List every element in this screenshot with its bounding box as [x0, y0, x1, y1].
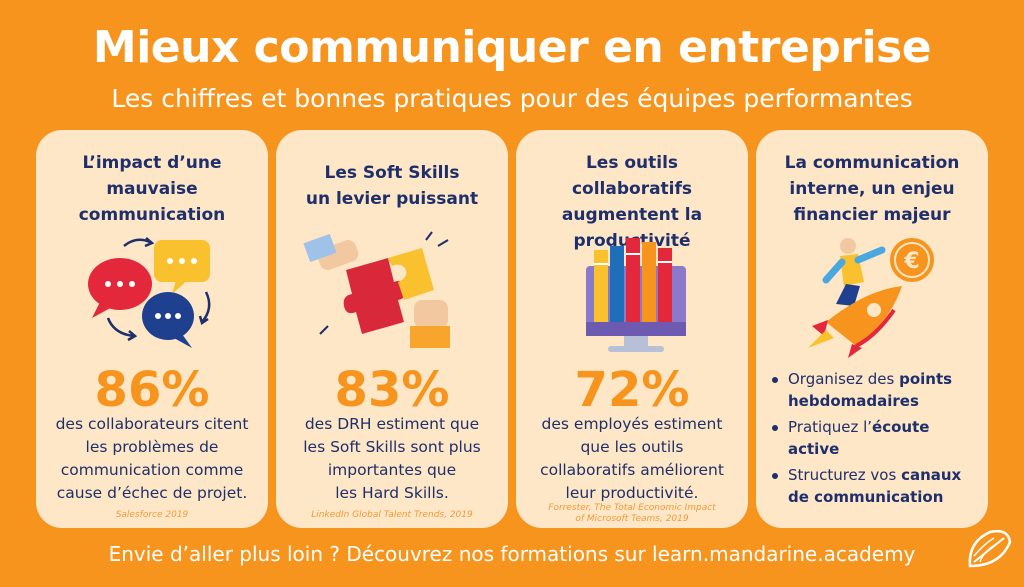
card-internal-communication: La communication interne, un enjeu finan… [756, 130, 988, 528]
mandarine-logo-icon [968, 529, 1012, 568]
puzzle-hands-icon [303, 231, 450, 348]
stat-description: des DRH estiment que les Soft Skills son… [303, 415, 481, 502]
list-item: Organisez des points hebdomadaires [770, 368, 980, 412]
list-item: Pratiquez l’écoute active [770, 416, 980, 460]
rocket-euro-icon: € [808, 238, 934, 358]
page-subtitle: Les chiffres et bonnes pratiques pour de… [111, 84, 913, 113]
source-text: Salesforce 2019 [115, 510, 189, 520]
card-title: La communication interne, un enjeu finan… [784, 153, 960, 225]
footer-cta-link[interactable]: Envie d’aller plus loin ? Découvrez nos … [108, 542, 916, 566]
stat-description: des collaborateurs citent les problèmes … [55, 415, 249, 502]
stat-value: 83% [334, 362, 450, 418]
card-collaborative-tools: Les outils collaboratifs augmentent la p… [516, 130, 748, 528]
source-text: Forrester, The Total Economic Impact of … [548, 503, 716, 524]
stat-value: 86% [94, 362, 210, 418]
card-soft-skills: Les Soft Skills un levier puissant 83% d… [276, 130, 508, 528]
list-item: Structurez vos canaux de communication [770, 464, 980, 508]
monitor-books-icon [586, 238, 686, 352]
svg-text:€: € [903, 249, 919, 274]
card-title: Les Soft Skills un levier puissant [305, 163, 479, 209]
page-title: Mieux communiquer en entreprise [92, 22, 932, 73]
card-bad-communication: L’impact d’une mauvaise communication 86… [36, 130, 268, 528]
card-title: L’impact d’une mauvaise communication [78, 153, 226, 225]
stat-value: 72% [574, 362, 690, 418]
best-practices-list: Organisez des points hebdomadaires Prati… [770, 368, 980, 512]
speech-bubbles-icon [88, 237, 211, 348]
stat-description: des employés estiment que les outils col… [540, 415, 724, 502]
source-text: LinkedIn Global Talent Trends, 2019 [311, 510, 473, 520]
